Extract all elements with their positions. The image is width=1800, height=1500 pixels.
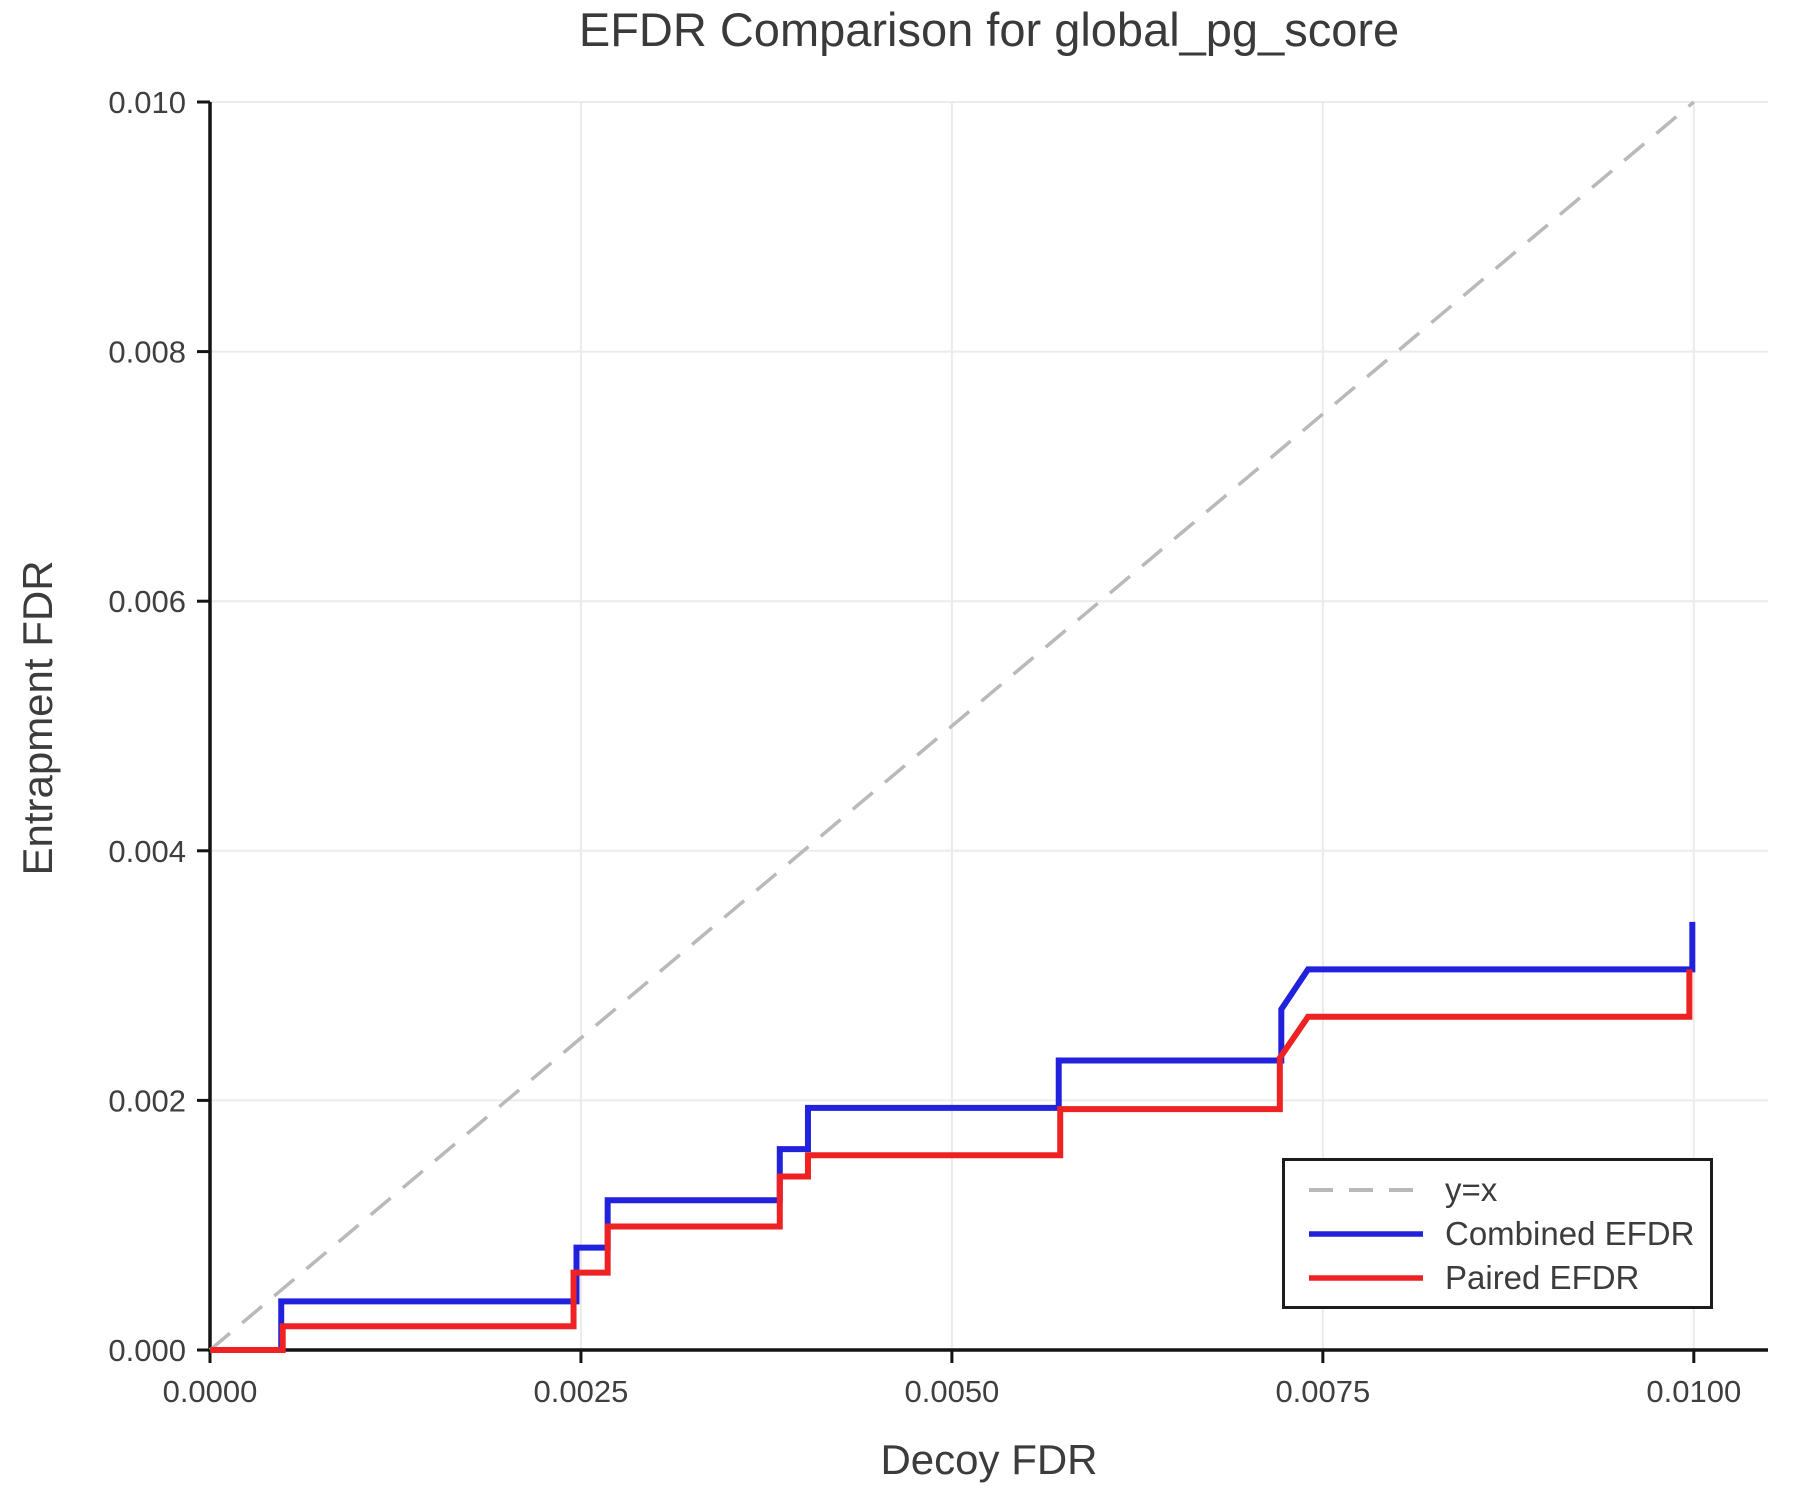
x-axis-label: Decoy FDR — [880, 1436, 1098, 1483]
legend-label: Paired EFDR — [1445, 1259, 1640, 1296]
x-tick-label: 0.0100 — [1646, 1374, 1741, 1409]
x-tick-label: 0.0000 — [163, 1374, 258, 1409]
legend-label: y=x — [1445, 1171, 1498, 1208]
y-tick-label: 0.002 — [108, 1083, 186, 1118]
combined-efdr-line — [210, 921, 1696, 1353]
chart-title: EFDR Comparison for global_pg_score — [578, 3, 1400, 56]
legend-entry-paired-efdr: Paired EFDR — [1307, 1257, 1710, 1299]
y-axis-label: Entrapment FDR — [14, 560, 61, 876]
y-tick-label: 0.004 — [108, 834, 186, 869]
legend-entry-y-x: y=x — [1307, 1169, 1710, 1211]
x-tick-label: 0.0075 — [1275, 1374, 1370, 1409]
legend-label: Combined EFDR — [1445, 1215, 1695, 1252]
legend-line-sample — [1309, 1230, 1423, 1237]
y-tick-label: 0.000 — [108, 1333, 186, 1368]
paired-efdr-line — [210, 969, 1693, 1353]
identity-line — [208, 100, 1695, 1352]
legend-line-sample — [1309, 1187, 1423, 1192]
x-tick-label: 0.0050 — [904, 1374, 999, 1409]
legend-line-sample — [1309, 1274, 1423, 1281]
legend: y=x Combined EFDR Paired EFDR — [1282, 1158, 1713, 1309]
legend-entry-combined-efdr: Combined EFDR — [1307, 1213, 1710, 1255]
y-tick-label: 0.008 — [108, 335, 186, 370]
y-tick-label: 0.006 — [108, 584, 186, 619]
y-tick-label: 0.010 — [108, 85, 186, 120]
x-tick-label: 0.0025 — [534, 1374, 629, 1409]
